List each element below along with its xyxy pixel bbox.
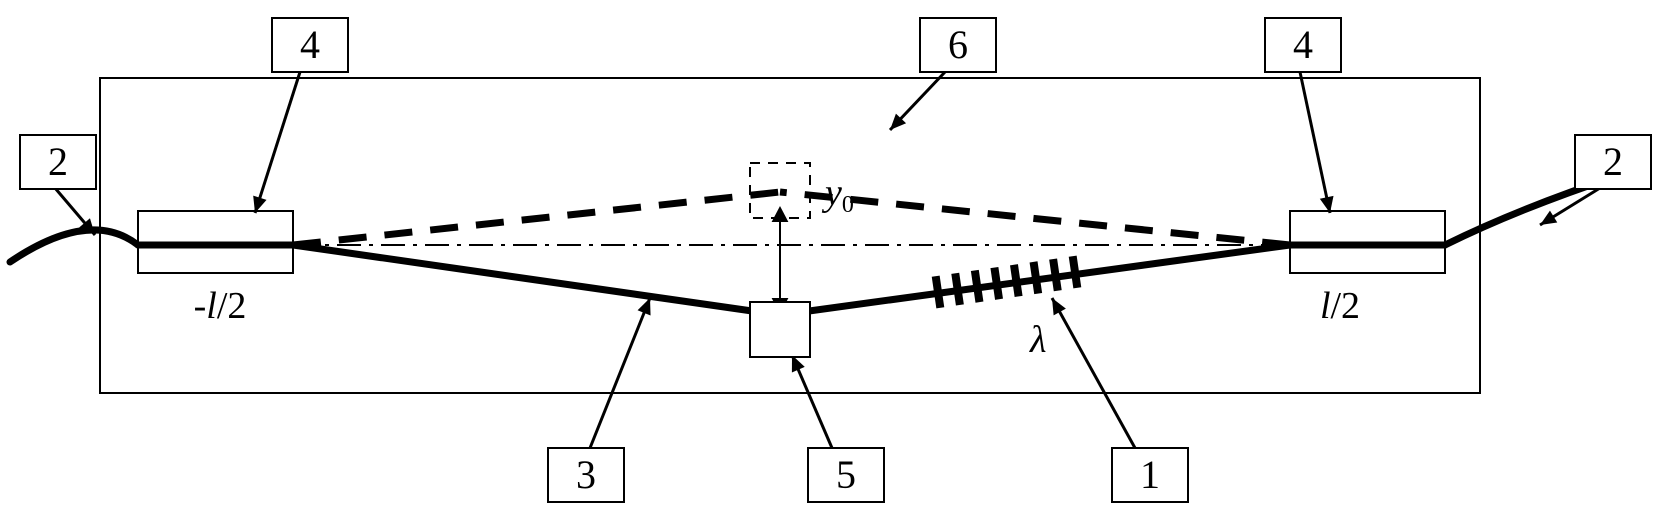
callout-6-label: 6 — [948, 22, 968, 67]
callout-4-right-leader — [1300, 72, 1330, 213]
dashed-arm-right — [780, 192, 1290, 245]
y0-arrow-head-up — [772, 206, 789, 222]
callout-1-label: 1 — [1140, 452, 1160, 497]
callout-2-right-arrowhead — [1540, 211, 1557, 225]
callout-4-right-label: 4 — [1293, 22, 1313, 67]
fiber-arm-left — [293, 245, 780, 315]
callout-3-leader — [590, 298, 650, 448]
label-neg-l2: -l/2 — [194, 285, 247, 327]
label-y0: y0 — [821, 172, 854, 218]
label-lambda: λ — [1029, 319, 1046, 361]
dashed-arm-left — [293, 192, 780, 245]
fiber-left-tail — [10, 230, 138, 262]
callout-2-left-label: 2 — [48, 139, 68, 184]
callout-4-left-label: 4 — [300, 22, 320, 67]
callout-3-arrowhead — [638, 298, 651, 315]
callout-1-leader — [1052, 298, 1135, 448]
callout-4-left-leader — [255, 72, 300, 213]
callout-5-label: 5 — [836, 452, 856, 497]
callout-2-right-label: 2 — [1603, 139, 1623, 184]
callout-3-label: 3 — [576, 452, 596, 497]
label-pos-l2: l/2 — [1320, 285, 1360, 327]
sensor-lower-top — [750, 302, 810, 357]
